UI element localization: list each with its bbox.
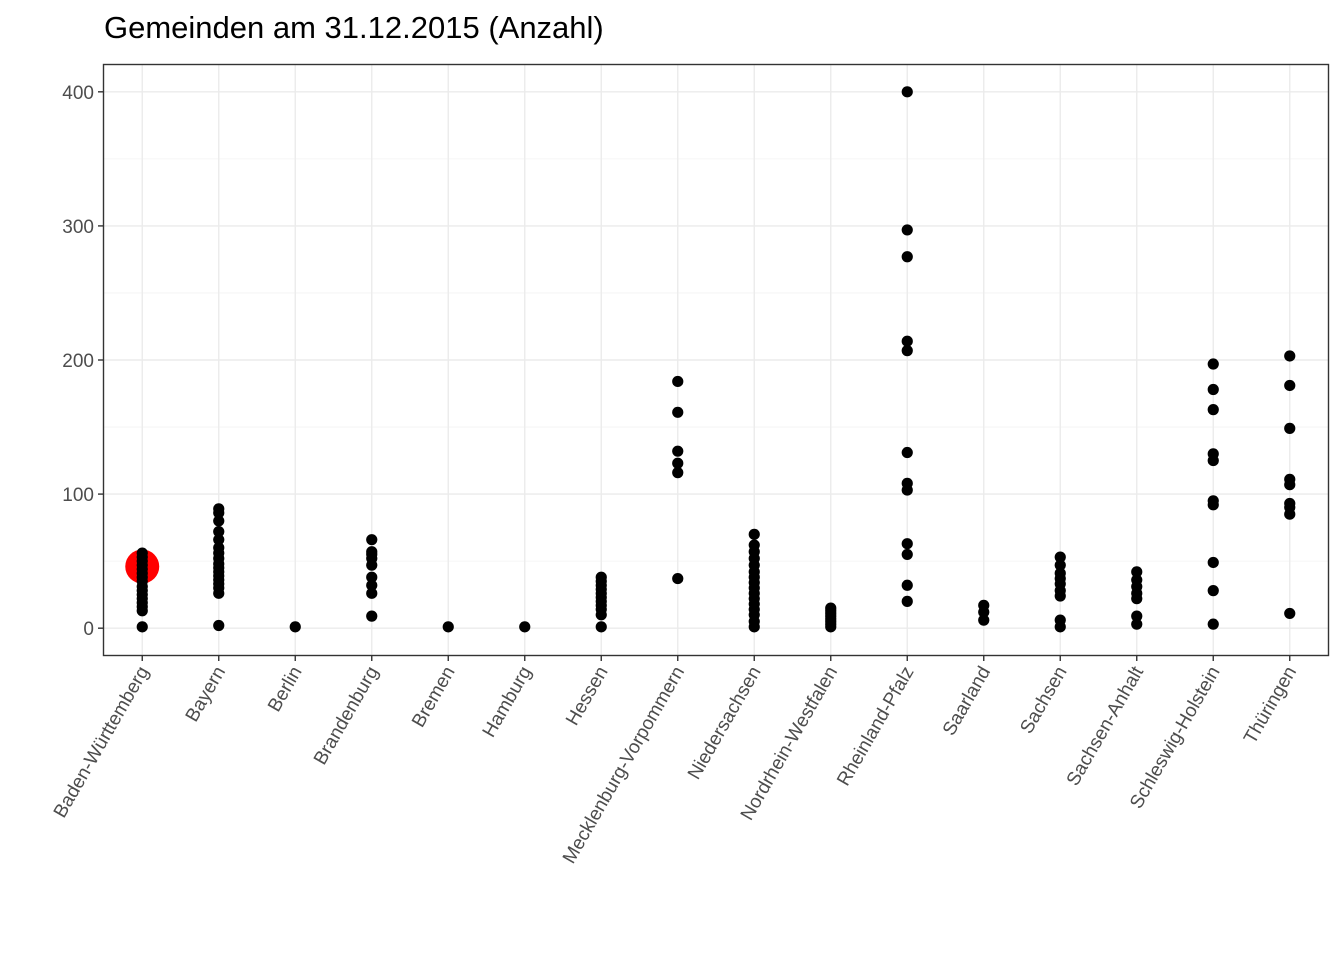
data-point <box>901 595 913 607</box>
y-axis: 0 100 200 300 400 <box>62 83 104 640</box>
x-tick-label: Bayern <box>182 663 230 726</box>
data-point <box>366 610 378 622</box>
data-points <box>136 86 1296 633</box>
data-point <box>901 446 913 459</box>
x-tick-label: Bremen <box>408 663 459 731</box>
data-point <box>672 406 684 418</box>
data-point <box>1284 607 1296 620</box>
data-point <box>1284 379 1296 392</box>
data-point <box>901 251 913 263</box>
data-point <box>1207 495 1219 507</box>
data-point <box>136 547 148 559</box>
y-tick-label: 400 <box>62 83 94 104</box>
data-point <box>213 534 225 546</box>
data-point <box>978 599 990 611</box>
data-point <box>901 538 913 550</box>
data-point <box>748 539 760 551</box>
data-point <box>136 621 148 633</box>
data-point <box>672 457 684 469</box>
data-point <box>1131 610 1143 622</box>
data-point <box>901 224 913 236</box>
data-point <box>1207 448 1219 460</box>
data-point <box>1284 422 1296 434</box>
data-point <box>901 579 913 591</box>
data-point <box>1284 497 1296 510</box>
y-tick-label: 0 <box>83 619 94 640</box>
data-point <box>289 621 301 633</box>
data-point <box>1207 585 1219 597</box>
data-point <box>1131 566 1143 578</box>
data-point <box>1054 551 1066 563</box>
y-tick-label: 100 <box>62 485 94 506</box>
data-point <box>1054 614 1066 626</box>
data-point <box>1207 358 1219 370</box>
x-tick-label: Sachsen-Anhalt <box>1063 662 1149 789</box>
data-point <box>901 335 913 347</box>
data-point <box>1207 556 1219 569</box>
data-point <box>1054 559 1066 571</box>
data-point <box>213 503 225 515</box>
grid-lines <box>104 65 1328 655</box>
data-point <box>366 579 378 591</box>
data-point <box>213 619 225 632</box>
y-tick-label: 300 <box>62 217 94 238</box>
data-point <box>213 526 225 538</box>
x-tick-label: Thüringen <box>1240 663 1301 748</box>
chart-title: Gemeinden am 31.12.2015 (Anzahl) <box>104 10 604 45</box>
data-point <box>595 621 607 633</box>
data-point <box>595 571 607 583</box>
x-tick-label: Brandenburg <box>310 663 383 769</box>
data-point <box>519 621 531 633</box>
data-point <box>1284 473 1296 485</box>
data-point <box>1207 618 1219 630</box>
data-point <box>1207 383 1219 396</box>
data-point <box>213 542 225 554</box>
data-point <box>1054 567 1066 579</box>
data-point <box>442 621 454 633</box>
data-point <box>366 546 378 558</box>
data-point <box>1284 350 1296 362</box>
data-point <box>748 528 760 540</box>
data-point <box>1131 574 1143 586</box>
data-point <box>672 572 684 585</box>
y-tick-label: 200 <box>62 351 94 372</box>
x-tick-label: Hamburg <box>479 663 536 741</box>
data-point <box>366 571 378 583</box>
data-point <box>901 345 913 357</box>
data-point <box>1131 618 1143 630</box>
x-tick-label: Hessen <box>562 663 612 729</box>
x-tick-label: Sachsen <box>1016 663 1071 738</box>
data-point <box>672 375 684 388</box>
data-point <box>672 467 684 479</box>
x-tick-label: Niedersachsen <box>684 663 766 783</box>
x-tick-label: Baden-Württemberg <box>50 663 154 822</box>
data-point <box>901 548 913 561</box>
x-tick-label: Berlin <box>264 663 306 716</box>
x-tick-label: Saarland <box>939 663 995 739</box>
data-point <box>366 534 378 546</box>
x-axis: Baden-Württemberg Bayern Berlin Brandenburg… <box>50 655 1301 867</box>
data-point <box>672 445 684 457</box>
data-point <box>901 477 913 489</box>
data-point <box>366 587 378 599</box>
data-point <box>1207 404 1219 416</box>
x-tick-label: Rheinland-Pfalz <box>833 663 918 790</box>
data-point <box>978 614 990 626</box>
data-point <box>901 86 913 98</box>
data-point <box>213 515 225 527</box>
data-point <box>825 602 837 614</box>
